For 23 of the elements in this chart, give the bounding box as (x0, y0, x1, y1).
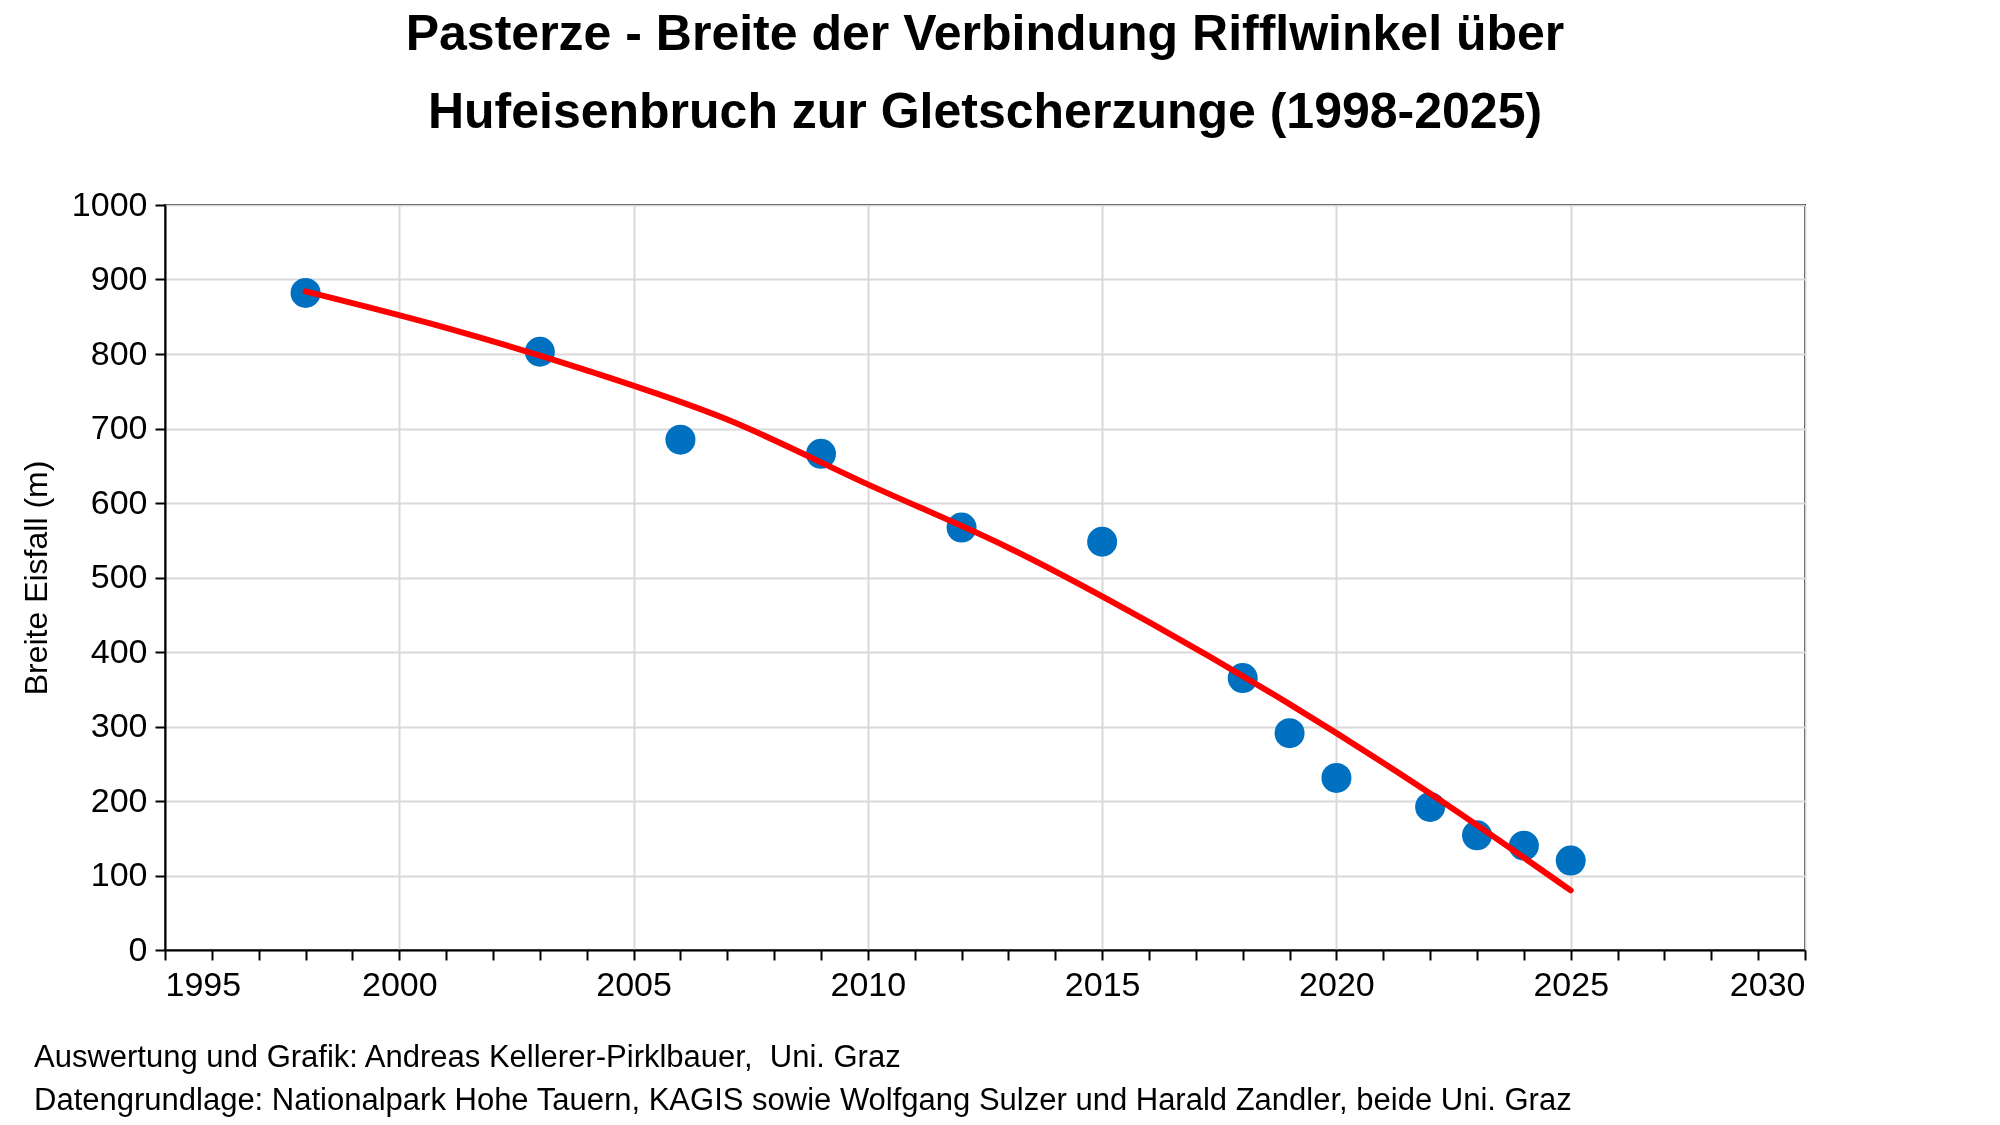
x-tick-label: 2025 (1533, 964, 1610, 1003)
y-tick-label: 600 (90, 482, 148, 521)
x-tick-label: 2015 (1064, 964, 1141, 1003)
y-tick-label: 0 (128, 929, 148, 968)
x-tick-label: 2005 (596, 964, 672, 1003)
y-tick-label: 400 (90, 631, 148, 670)
y-tick-label: 300 (90, 706, 148, 744)
x-tick-label: 2000 (361, 964, 438, 1003)
y-tick-label: 200 (90, 780, 148, 819)
y-axis-title: Breite Eisfall (m) (17, 460, 54, 696)
y-tick-label: 700 (90, 408, 148, 446)
y-tick-label: 100 (90, 855, 148, 893)
x-tick-label: 2030 (1729, 964, 1806, 1003)
y-tick-label: 1000 (71, 184, 148, 223)
text: Auswertung und Grafik: Andreas Kellerer-Pirklbauer, Uni. Graz (34, 1038, 902, 1076)
x-tick-label: 2010 (830, 964, 907, 1003)
text: Datengrundlage: Nationalpark Hohe Tauern, KAGIS sowie Wolfgang Sulzer und Harald Zandler, beide Uni. Graz (34, 1081, 1572, 1119)
y-tick-label: 900 (90, 259, 148, 297)
y-tick-label: 500 (90, 557, 148, 595)
chart-title: Pasterze - Breite der Verbindung Rifflwinkel über Hufeisenbruch zur Gletscherzunge (1998-2025) (405, 5, 1565, 139)
x-tick-label: 2020 (1299, 964, 1375, 1003)
y-tick-label: 800 (90, 333, 148, 372)
x-tick-label: 1995 (165, 964, 242, 1003)
